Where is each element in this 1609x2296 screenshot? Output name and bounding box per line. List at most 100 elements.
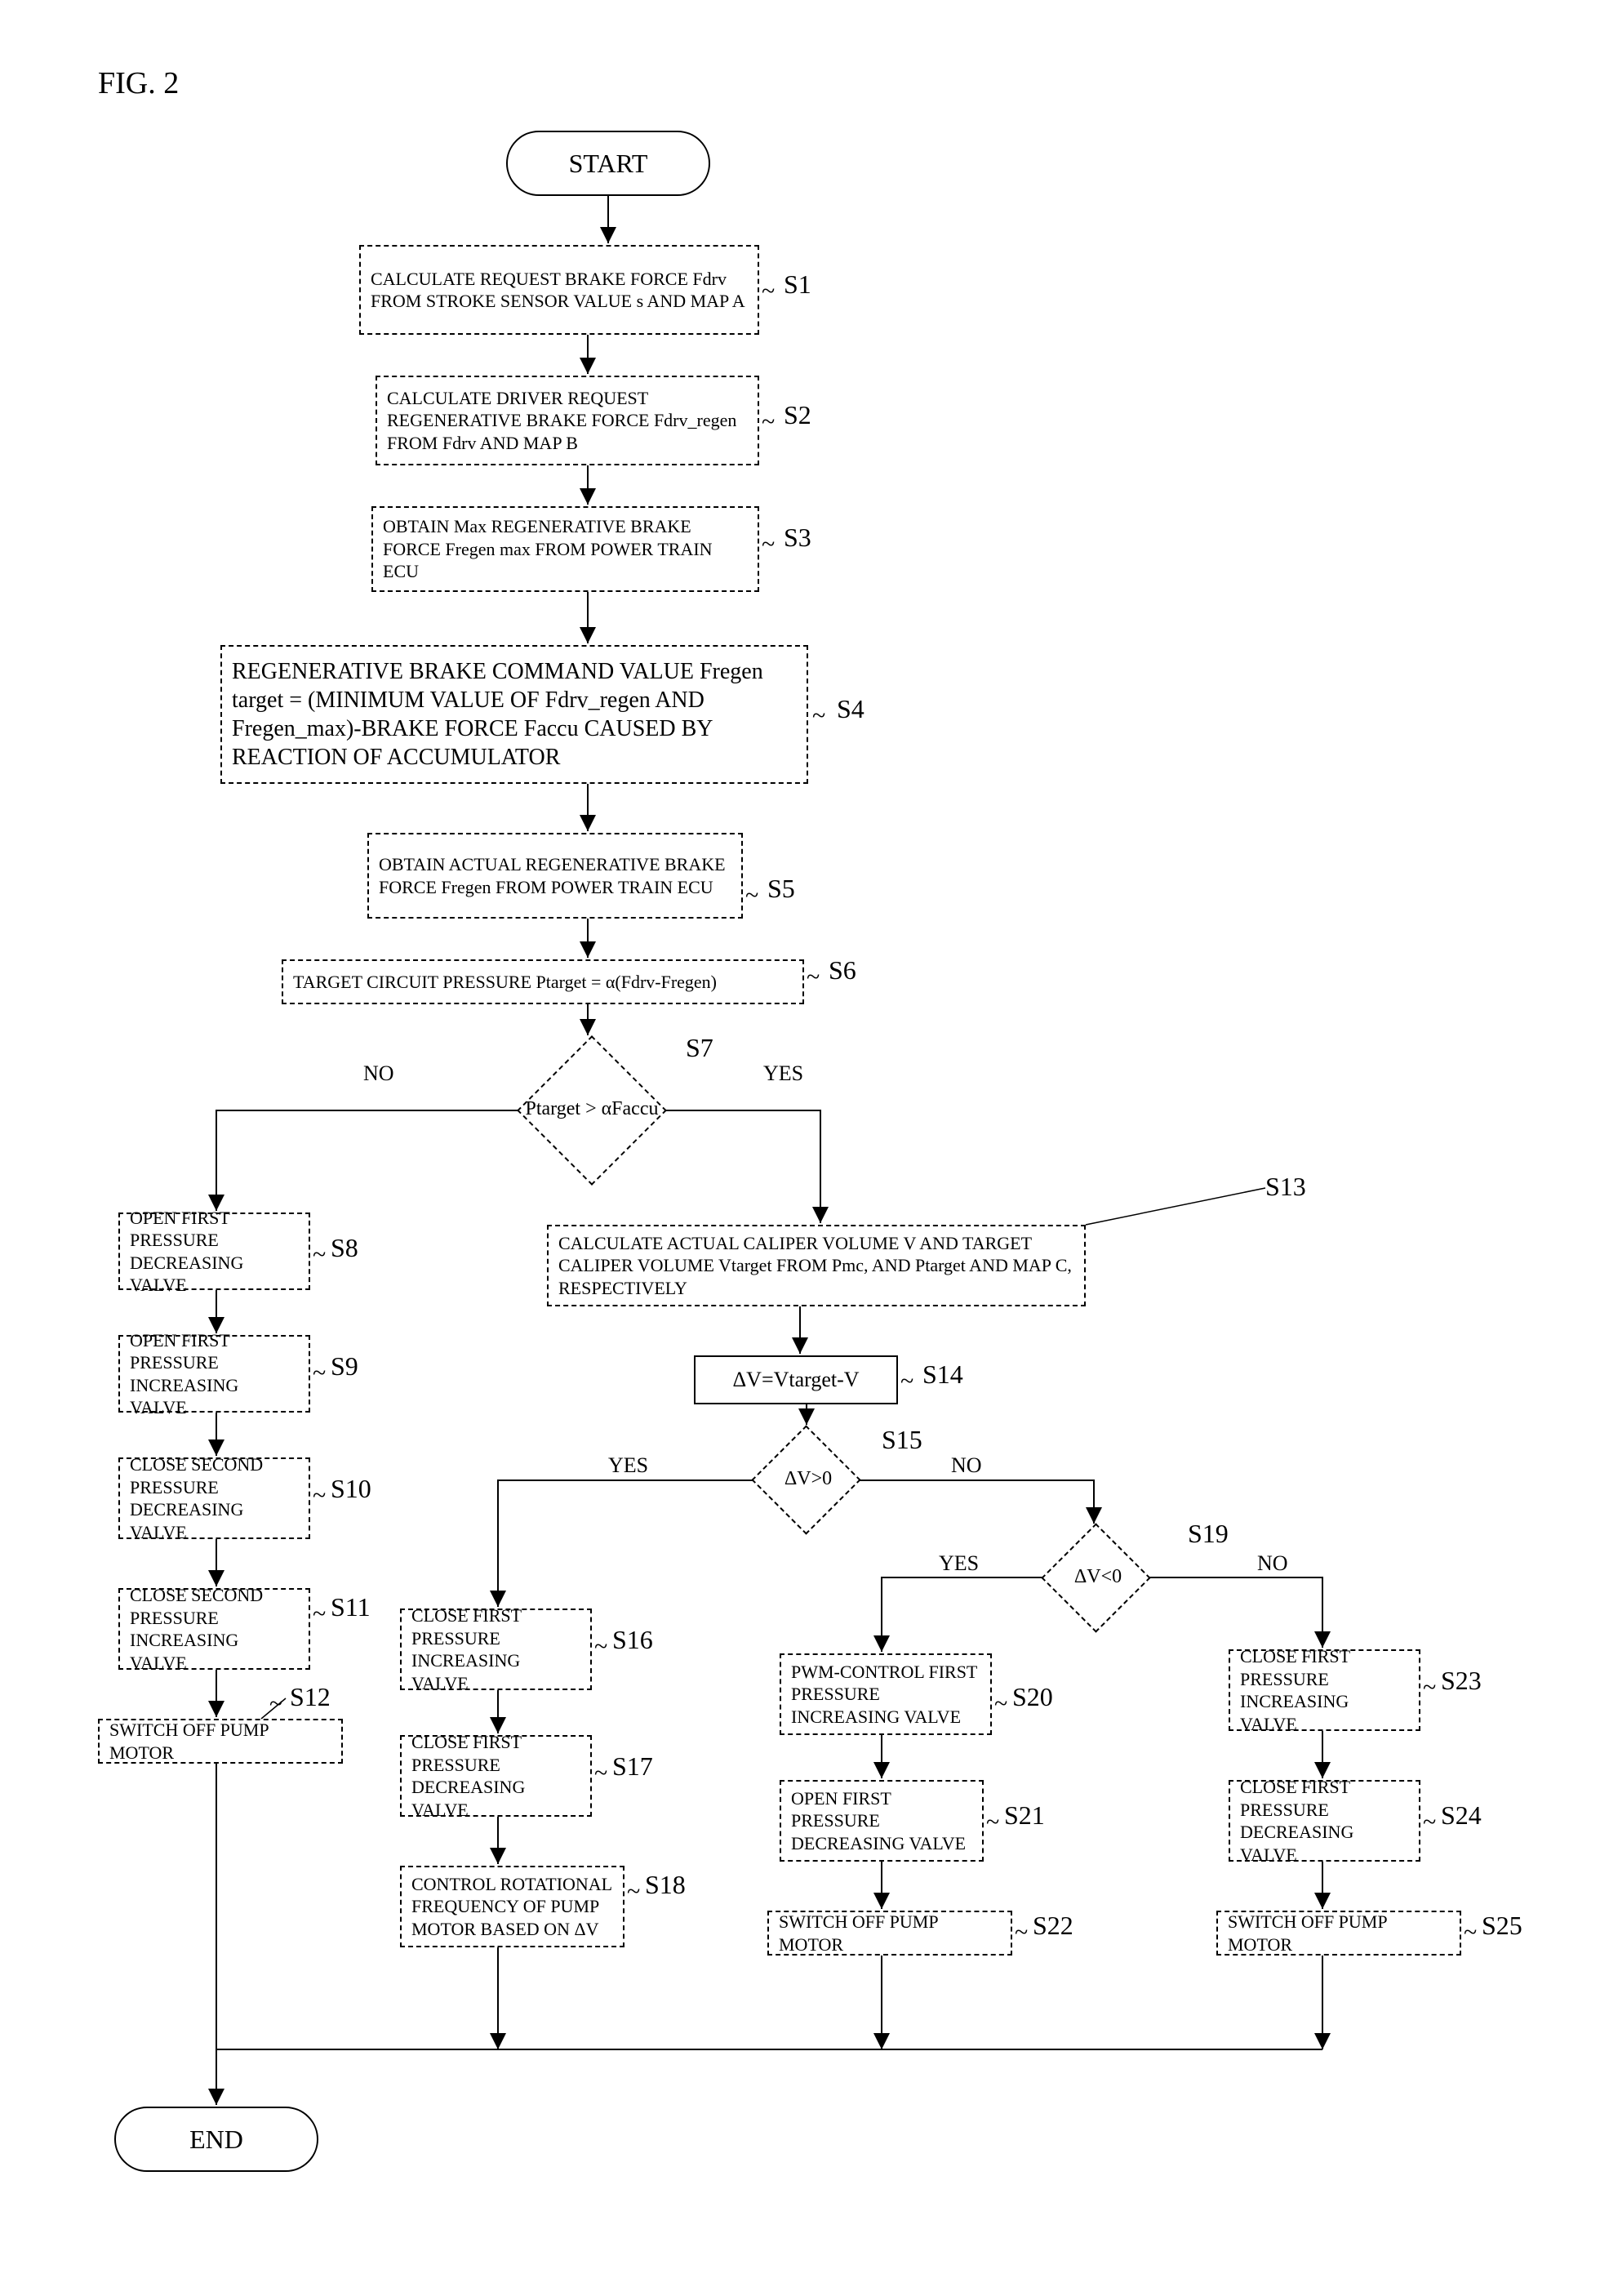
s7-yes: YES	[763, 1061, 803, 1086]
label-s1: S1	[784, 269, 811, 300]
s15-no: NO	[951, 1453, 982, 1478]
s19-no: NO	[1257, 1551, 1288, 1576]
label-s14: S14	[922, 1359, 963, 1390]
label-s5: S5	[767, 874, 795, 904]
s15-yes: YES	[608, 1453, 648, 1478]
step-s5-text: OBTAIN ACTUAL REGENERATIVE BRAKE FORCE F…	[379, 853, 731, 898]
step-s4-text: REGENERATIVE BRAKE COMMAND VALUE Fregen …	[232, 657, 797, 772]
step-s25: SWITCH OFF PUMP MOTOR	[1216, 1911, 1461, 1956]
tilde-s2: ~	[762, 408, 775, 436]
step-s8: OPEN FIRST PRESSURE DECREASING VALVE	[118, 1213, 310, 1290]
label-s7: S7	[686, 1033, 713, 1063]
terminal-start-text: START	[569, 149, 648, 179]
tilde-s22: ~	[1015, 1919, 1028, 1947]
step-s1-text: CALCULATE REQUEST BRAKE FORCE Fdrv FROM …	[371, 268, 748, 313]
step-s21-text: OPEN FIRST PRESSURE DECREASING VALVE	[791, 1787, 972, 1855]
step-s6-text: TARGET CIRCUIT PRESSURE Ptarget = α(Fdrv…	[293, 971, 717, 994]
label-s19: S19	[1188, 1519, 1229, 1549]
label-s6: S6	[829, 955, 856, 986]
label-s17: S17	[612, 1751, 653, 1782]
decision-s7	[517, 1035, 667, 1186]
step-s11-text: CLOSE SECOND PRESSURE INCREASING VALVE	[130, 1584, 299, 1674]
step-s10-text: CLOSE SECOND PRESSURE DECREASING VALVE	[130, 1453, 299, 1543]
step-s2-text: CALCULATE DRIVER REQUEST REGENERATIVE BR…	[387, 387, 748, 455]
step-s12-text: SWITCH OFF PUMP MOTOR	[109, 1719, 331, 1764]
step-s18-text: CONTROL ROTATIONAL FREQUENCY OF PUMP MOT…	[411, 1873, 613, 1941]
step-s14-text: ΔV=Vtarget-V	[732, 1368, 859, 1392]
tilde-s17: ~	[594, 1760, 607, 1787]
step-s9-text: OPEN FIRST PRESSURE INCREASING VALVE	[130, 1329, 299, 1419]
terminal-end-text: END	[189, 2125, 243, 2155]
step-s22: SWITCH OFF PUMP MOTOR	[767, 1911, 1012, 1956]
step-s8-text: OPEN FIRST PRESSURE DECREASING VALVE	[130, 1207, 299, 1297]
label-s18: S18	[645, 1870, 686, 1900]
label-s13: S13	[1265, 1172, 1306, 1202]
tilde-s25: ~	[1464, 1919, 1477, 1947]
label-s25: S25	[1482, 1911, 1522, 1941]
label-s20: S20	[1012, 1682, 1053, 1712]
step-s9: OPEN FIRST PRESSURE INCREASING VALVE	[118, 1335, 310, 1413]
label-s10: S10	[331, 1474, 371, 1504]
label-s4: S4	[837, 694, 865, 724]
tilde-s3: ~	[762, 531, 775, 558]
step-s12: SWITCH OFF PUMP MOTOR	[98, 1719, 343, 1764]
step-s3-text: OBTAIN Max REGENERATIVE BRAKE FORCE Freg…	[383, 515, 748, 583]
decision-s15	[751, 1425, 860, 1534]
step-s24: CLOSE FIRST PRESSURE DECREASING VALVE	[1229, 1780, 1420, 1862]
tilde-s11: ~	[313, 1600, 326, 1628]
step-s5: OBTAIN ACTUAL REGENERATIVE BRAKE FORCE F…	[367, 833, 743, 919]
label-s2: S2	[784, 400, 811, 430]
step-s11: CLOSE SECOND PRESSURE INCREASING VALVE	[118, 1588, 310, 1670]
tilde-s4: ~	[812, 702, 825, 730]
step-s18: CONTROL ROTATIONAL FREQUENCY OF PUMP MOT…	[400, 1866, 624, 1947]
step-s4: REGENERATIVE BRAKE COMMAND VALUE Fregen …	[220, 645, 808, 784]
step-s1: CALCULATE REQUEST BRAKE FORCE Fdrv FROM …	[359, 245, 759, 335]
label-s9: S9	[331, 1351, 358, 1382]
step-s21: OPEN FIRST PRESSURE DECREASING VALVE	[780, 1780, 984, 1862]
step-s23-text: CLOSE FIRST PRESSURE INCREASING VALVE	[1240, 1645, 1409, 1735]
step-s20-text: PWM-CONTROL FIRST PRESSURE INCREASING VA…	[791, 1661, 980, 1729]
step-s22-text: SWITCH OFF PUMP MOTOR	[779, 1911, 1001, 1956]
tilde-s20: ~	[994, 1690, 1007, 1718]
terminal-start: START	[506, 131, 710, 196]
terminal-end: END	[114, 2107, 318, 2172]
tilde-s21: ~	[986, 1809, 999, 1836]
tilde-s24: ~	[1423, 1809, 1436, 1836]
figure-label: FIG. 2	[98, 65, 179, 101]
tilde-s12: ~	[269, 1690, 282, 1718]
step-s13: CALCULATE ACTUAL CALIPER VOLUME V AND TA…	[547, 1225, 1086, 1306]
tilde-s23: ~	[1423, 1674, 1436, 1702]
label-s15: S15	[882, 1425, 922, 1455]
tilde-s9: ~	[313, 1359, 326, 1387]
tilde-s16: ~	[594, 1633, 607, 1661]
label-s21: S21	[1004, 1800, 1045, 1831]
label-s16: S16	[612, 1625, 653, 1655]
tilde-s1: ~	[762, 278, 775, 305]
tilde-s5: ~	[745, 882, 758, 910]
step-s16: CLOSE FIRST PRESSURE INCREASING VALVE	[400, 1609, 592, 1690]
label-s12: S12	[290, 1682, 331, 1712]
label-s24: S24	[1441, 1800, 1482, 1831]
step-s13-text: CALCULATE ACTUAL CALIPER VOLUME V AND TA…	[558, 1232, 1074, 1300]
s7-no: NO	[363, 1061, 394, 1086]
tilde-s8: ~	[313, 1241, 326, 1269]
step-s2: CALCULATE DRIVER REQUEST REGENERATIVE BR…	[376, 376, 759, 465]
step-s6: TARGET CIRCUIT PRESSURE Ptarget = α(Fdrv…	[282, 959, 804, 1004]
label-s22: S22	[1033, 1911, 1073, 1941]
tilde-s10: ~	[313, 1482, 326, 1510]
decision-s19	[1041, 1523, 1150, 1632]
step-s10: CLOSE SECOND PRESSURE DECREASING VALVE	[118, 1457, 310, 1539]
label-s8: S8	[331, 1233, 358, 1263]
step-s17: CLOSE FIRST PRESSURE DECREASING VALVE	[400, 1735, 592, 1817]
step-s25-text: SWITCH OFF PUMP MOTOR	[1228, 1911, 1450, 1956]
step-s24-text: CLOSE FIRST PRESSURE DECREASING VALVE	[1240, 1776, 1409, 1866]
s19-yes: YES	[939, 1551, 979, 1576]
tilde-s14: ~	[900, 1368, 913, 1395]
label-s11: S11	[331, 1592, 371, 1622]
step-s20: PWM-CONTROL FIRST PRESSURE INCREASING VA…	[780, 1653, 992, 1735]
label-s23: S23	[1441, 1666, 1482, 1696]
step-s3: OBTAIN Max REGENERATIVE BRAKE FORCE Freg…	[371, 506, 759, 592]
tilde-s6: ~	[807, 963, 820, 991]
step-s17-text: CLOSE FIRST PRESSURE DECREASING VALVE	[411, 1731, 580, 1821]
step-s23: CLOSE FIRST PRESSURE INCREASING VALVE	[1229, 1649, 1420, 1731]
